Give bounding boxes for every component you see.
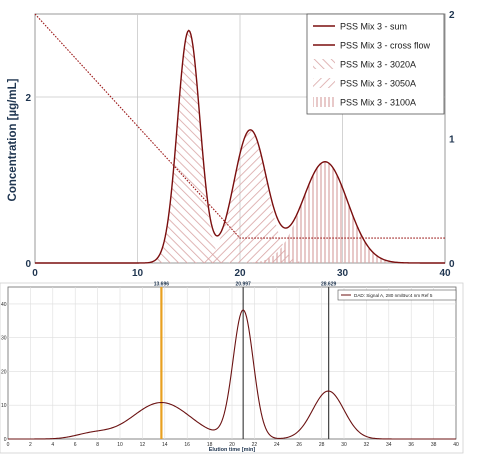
peak-fill [230, 161, 420, 263]
legend-label: PSS Mix 3 - sum [340, 22, 407, 32]
bottom-grid [8, 287, 456, 439]
chromatogram-chart: 13.696 20.997 28.629 0 2 4 6 8 10 12 14 16 18 20 22 24… [0, 282, 464, 454]
bottom-x-tick-label: 4 [51, 442, 54, 448]
peak-fill [181, 130, 320, 263]
top-peak-fills [141, 30, 420, 263]
legend-label: PSS Mix 3 - 3100A [340, 98, 416, 108]
bottom-x-tick-label: 30 [341, 442, 347, 448]
bottom-x-tick-label: 8 [96, 442, 99, 448]
peak-fill [141, 30, 237, 263]
x-axis-label: Elution time [min] [209, 447, 256, 453]
top-x-tick-label: 20 [234, 268, 246, 279]
bottom-y-tick-label: 10 [1, 403, 7, 409]
bottom-x-tick-label: 6 [74, 442, 77, 448]
top-y-tick-label: 2 [25, 93, 31, 104]
bottom-x-tick-label: 38 [431, 442, 437, 448]
top-series-lines [34, 13, 445, 264]
bottom-legend: DAD: Signal A, 280 nm/Bw:4 nm Ref 5 [337, 289, 457, 301]
legend-hatch-swatch [313, 59, 335, 69]
legend-label: PSS Mix 3 - 3020A [340, 60, 416, 70]
top-y2-tick-label: 1 [449, 135, 455, 146]
bottom-x-tick-label: 36 [408, 442, 414, 448]
bottom-x-tick-label: 18 [207, 442, 213, 448]
bottom-x-tick-label: 40 [453, 442, 459, 448]
bottom-x-tick-label: 16 [184, 442, 190, 448]
bottom-peak-markers: 13.696 20.997 28.629 [154, 282, 337, 439]
bottom-x-tick-label: 34 [386, 442, 392, 448]
bottom-x-tick-label: 10 [117, 442, 123, 448]
bottom-x-tick-label: 20 [229, 442, 235, 448]
bottom-x-tick-label: 32 [364, 442, 370, 448]
top-legend: PSS Mix 3 - sum PSS Mix 3 - cross flow PSS… [306, 13, 445, 115]
retention-time-label: 20.997 [236, 282, 252, 288]
bottom-legend-label: DAD: Signal A, 280 nm/Bw:4 nm Ref 5 [354, 293, 433, 298]
bottom-x-tick-label: 24 [274, 442, 280, 448]
bottom-tick-labels: 0 2 4 6 8 10 12 14 16 18 20 22 24 26 28 30 32 34 36 38 40010… [1, 302, 459, 448]
signal-line [8, 309, 456, 440]
bottom-x-tick-label: 22 [252, 442, 258, 448]
top-x-tick-label: 10 [132, 268, 144, 279]
legend-hatch-swatch [313, 97, 335, 107]
y-axis-label: Concentration [µg/mL] [7, 78, 19, 201]
bottom-legend-box [337, 289, 457, 301]
top-y2-tick-label: 0 [449, 259, 455, 270]
bottom-series-lines [8, 309, 456, 440]
bottom-y-tick-label: 40 [1, 302, 7, 308]
bottom-x-tick-label: 12 [140, 442, 146, 448]
legend-label: PSS Mix 3 - 3050A [340, 79, 416, 89]
sum-line [35, 29, 445, 264]
bottom-x-tick-label: 14 [162, 442, 168, 448]
legend-label: PSS Mix 3 - cross flow [340, 41, 431, 51]
top-x-tick-label: 30 [337, 268, 349, 279]
top-x-tick-label: 0 [32, 268, 38, 279]
bottom-y-tick-label: 30 [1, 336, 7, 342]
retention-time-label: 13.696 [154, 282, 170, 288]
bottom-x-tick-label: 2 [29, 442, 32, 448]
top-y-tick-label: 0 [25, 259, 31, 270]
bottom-x-tick-label: 0 [7, 442, 10, 448]
bottom-x-tick-label: 26 [296, 442, 302, 448]
bottom-y-tick-label: 20 [1, 369, 7, 375]
top-x-tick-label: 40 [439, 268, 451, 279]
retention-time-label: 28.629 [321, 282, 337, 288]
legend-hatch-swatch [313, 78, 335, 88]
bottom-y-tick-label: 0 [4, 437, 7, 443]
top-y2-tick-label: 2 [449, 10, 455, 21]
bottom-x-tick-label: 28 [319, 442, 325, 448]
